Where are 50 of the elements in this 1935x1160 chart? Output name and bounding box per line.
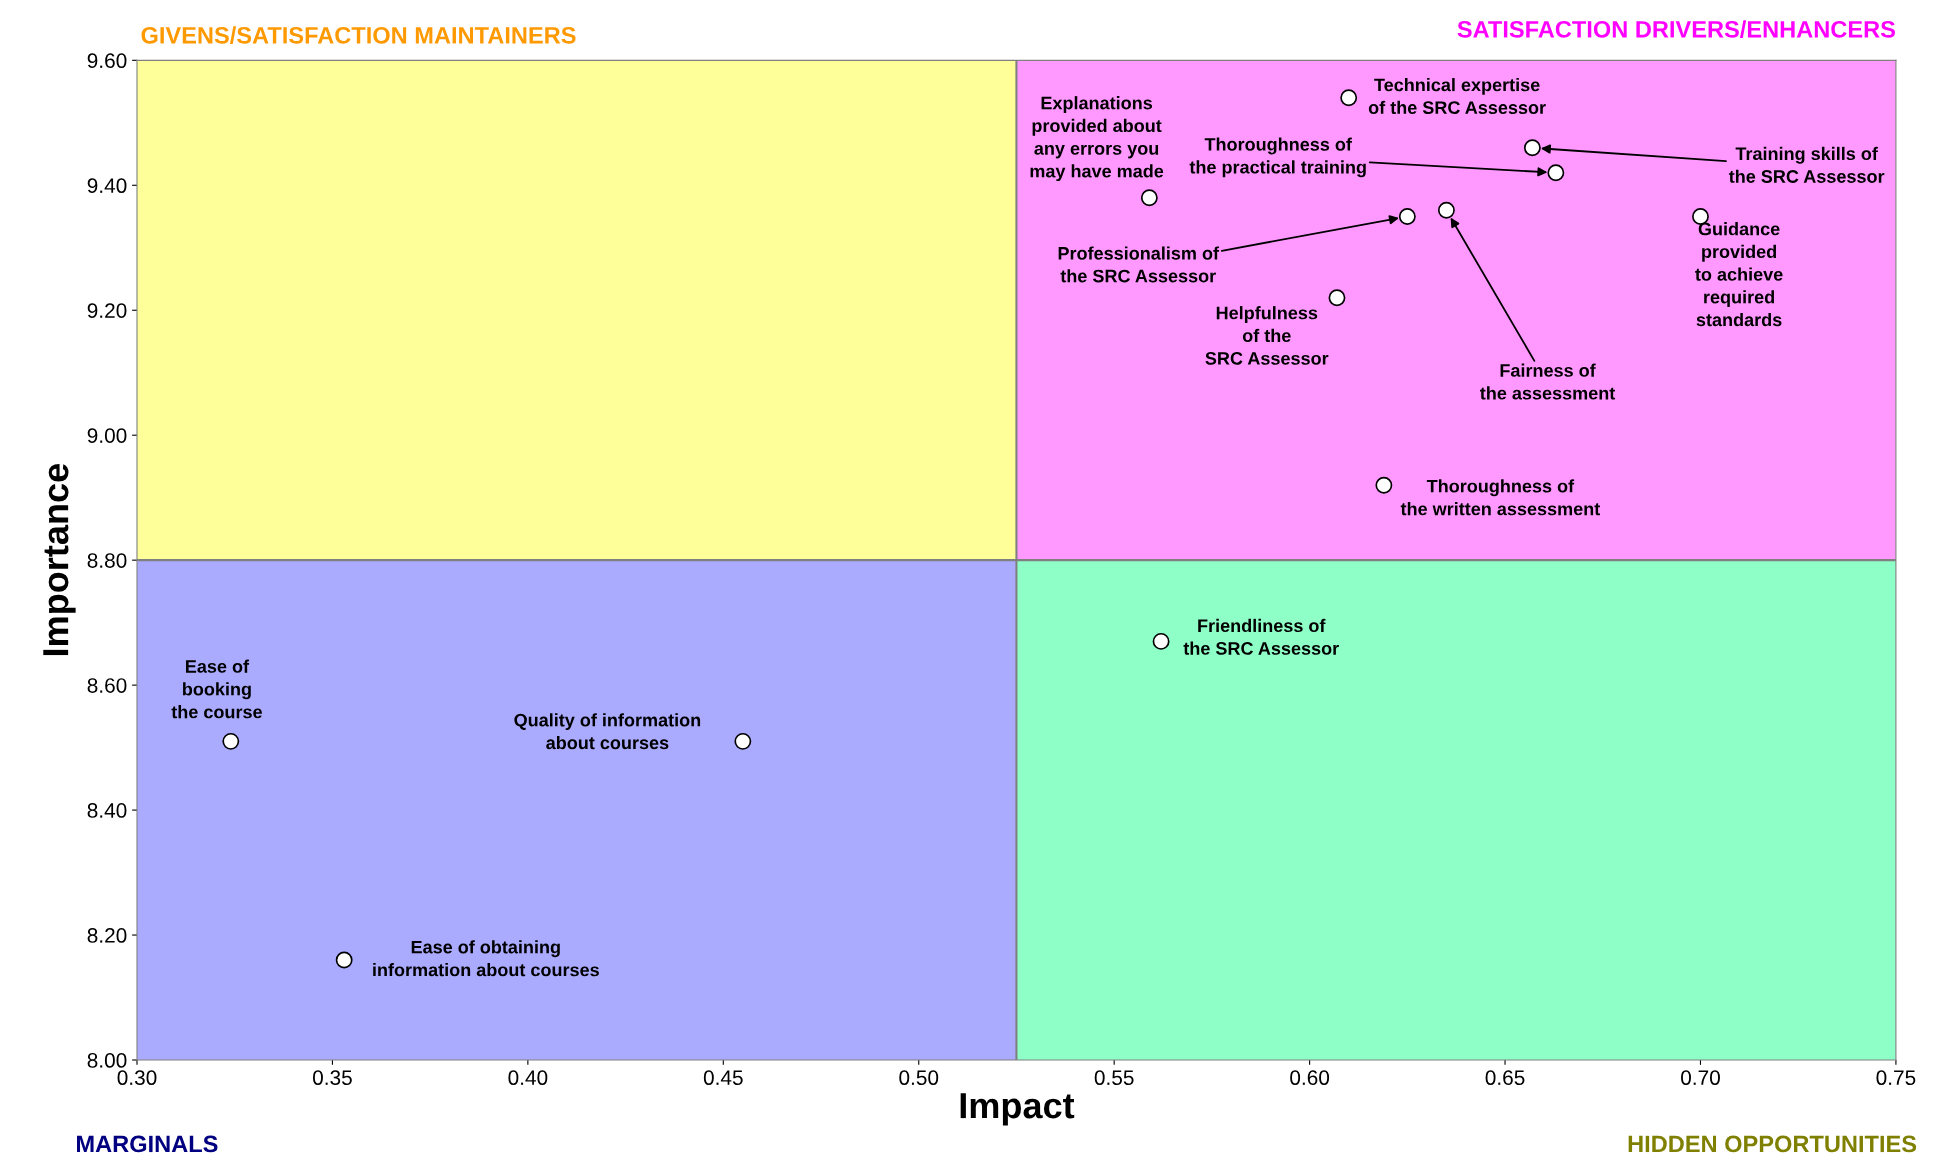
x-tick-label: 0.30: [117, 1070, 157, 1086]
text: SATISFACTION DRIVERS/ENHANCERS: [1457, 20, 1895, 38]
x-tick-label: 0.75: [1876, 1070, 1916, 1086]
series-label: Quality of information about courses: [514, 713, 701, 750]
series-label: Ease of obtaining information about courses: [373, 940, 599, 977]
series-label: Thoroughness of the written assessment: [1400, 479, 1601, 516]
y-tick-label: 9.60: [87, 53, 127, 69]
y-tick-label: 9.00: [87, 428, 127, 443]
series-label: Friendliness of the SRC Assessor: [1183, 618, 1339, 655]
x-tick-label: 0.70: [1681, 1070, 1720, 1086]
y-tick-label: 8.40: [87, 803, 127, 818]
point: [1340, 89, 1358, 107]
series-label: Technical expertise of the SRC Assessor: [1368, 78, 1546, 115]
text: Training skills of the SRC Assessor: [1728, 146, 1885, 183]
point: [1398, 208, 1416, 225]
series-label: Helpfulness of the SRC Assessor: [1205, 306, 1329, 365]
y-tick-label: 8.20: [87, 928, 127, 943]
y-tick-label: 9.40: [87, 178, 127, 194]
point: [1547, 164, 1565, 182]
x-tick-label: 0.65: [1485, 1070, 1525, 1086]
text: HIDDEN OPPORTUNITIES: [1628, 1135, 1917, 1153]
point: [1375, 476, 1393, 494]
y-tick-label: 8.00: [87, 1053, 127, 1068]
x-tick-label: 0.50: [899, 1070, 939, 1086]
x-tick-label: 0.60: [1290, 1070, 1330, 1086]
x-tick-label: 0.55: [1094, 1070, 1134, 1086]
point: [1152, 632, 1170, 650]
x-tick-label: 0.35: [312, 1070, 352, 1086]
x-tick-label: 0.40: [508, 1070, 548, 1086]
text: GIVENS/SATISFACTION MAINTAINERS: [141, 26, 576, 44]
y-axis-title: Importance: [43, 464, 76, 656]
x-tick-label: 0.45: [703, 1070, 743, 1086]
point: [335, 951, 353, 969]
point: [734, 732, 752, 750]
x-axis-title: Impact: [960, 1093, 1075, 1126]
text: MARGINALS: [77, 1135, 218, 1153]
point: [1437, 201, 1455, 219]
point: [1140, 189, 1158, 207]
text: Thoroughness of the practical training: [1189, 137, 1366, 178]
y-tick-label: 8.60: [87, 678, 127, 693]
point: [1523, 139, 1541, 157]
series-label: Explanations provided about any errors you may have made: [1030, 96, 1164, 182]
point: [222, 732, 240, 750]
text: Professionalism of the SRC Assessor: [1058, 246, 1220, 283]
series-label: Ease of booking the course: [171, 659, 262, 719]
y-tick-label: 9.20: [87, 303, 127, 318]
point: [1328, 289, 1346, 307]
y-tick-label: 8.80: [87, 553, 127, 568]
text: Fairness of the assessment: [1480, 363, 1616, 400]
series-label: Guidance provided to achieve required standards: [1695, 222, 1783, 327]
